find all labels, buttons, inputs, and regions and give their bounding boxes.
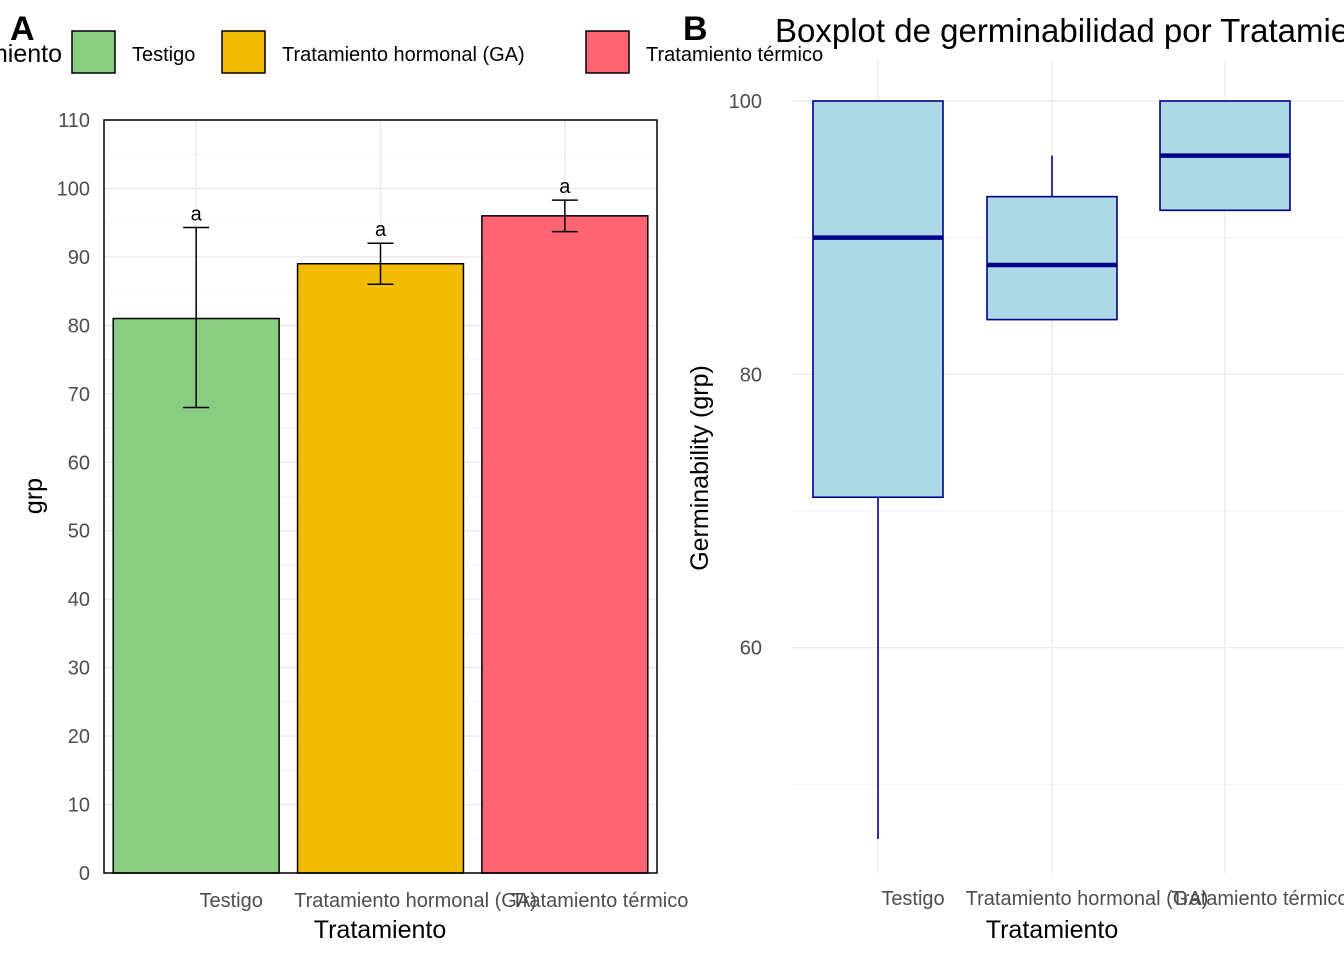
x-tick-label: Tratamiento hormonal (GA)	[966, 888, 1209, 910]
significance-label: a	[559, 176, 571, 198]
boxplot-x-ticks: Testigo Tratamiento hormonal (GA)Tratamie…	[881, 888, 1344, 910]
y-tick-label: 20	[68, 726, 90, 748]
legend-key-2	[221, 30, 266, 74]
panel-tag-b: B	[683, 10, 708, 48]
legend: Tratamiento Testigo Tratamiento hormonal …	[0, 30, 823, 74]
y-tick-label: 110	[58, 110, 90, 132]
legend-label-3: Tratamiento térmico	[646, 44, 823, 66]
x-tick-label: Testigo	[199, 890, 262, 912]
y-tick-label: 100	[57, 178, 90, 200]
bar-chart-error-bars	[183, 199, 578, 409]
boxplot-y-ticks: 60 80 100	[729, 91, 762, 660]
significance-label: a	[191, 203, 203, 225]
legend-title: Tratamiento	[0, 40, 62, 68]
legend-label-1: Testigo	[132, 44, 195, 66]
boxplot-title: Boxplot de germinabilidad por Tratamient…	[775, 12, 1344, 49]
y-tick-label: 0	[79, 863, 90, 885]
x-tick-label: Tratamiento hormonal (GA)	[294, 890, 537, 912]
x-tick-label: Tratamiento térmico	[511, 890, 688, 912]
bar-3	[481, 215, 649, 874]
y-tick-label: 80	[68, 315, 90, 337]
bar-chart-significance-labels: a a a	[191, 176, 572, 241]
bar-chart-x-title: Tratamiento	[314, 916, 446, 944]
boxplot-y-title: Germinability (grp)	[686, 365, 714, 571]
y-tick-label: 80	[740, 364, 762, 386]
x-tick-label: Tratamiento térmico	[1171, 888, 1344, 910]
boxplot-x-title: Tratamiento	[986, 916, 1118, 944]
bar-chart-x-ticks: Testigo Tratamiento hormonal (GA)Tratamie…	[199, 890, 688, 912]
y-tick-label: 40	[68, 589, 90, 611]
y-tick-label: 10	[68, 795, 90, 817]
bar-chart-frame	[103, 119, 658, 874]
bar-chart-y-ticks: 0 10 20 30 40 50 60 70 80 90 100 110	[57, 110, 90, 885]
y-tick-label: 60	[740, 638, 762, 660]
significance-label: a	[375, 219, 387, 241]
y-tick-label: 100	[729, 91, 762, 113]
y-tick-label: 60	[68, 452, 90, 474]
bar-2	[296, 263, 465, 874]
x-tick-label: Testigo	[881, 888, 944, 910]
legend-key-3	[585, 30, 630, 74]
boxplot-boxes	[812, 100, 1291, 839]
legend-key-1	[71, 30, 116, 74]
y-tick-label: 50	[68, 521, 90, 543]
bar-chart-y-title: grp	[20, 478, 48, 514]
y-tick-label: 90	[68, 247, 90, 269]
box-1	[812, 100, 944, 499]
legend-label-2: Tratamiento hormonal (GA)	[282, 44, 525, 66]
bar-chart-bars	[112, 215, 649, 874]
y-tick-label: 70	[68, 384, 90, 406]
boxplot-panel: B Boxplot de germinabilidad por Tratamie…	[683, 10, 1344, 944]
box-2	[986, 195, 1118, 321]
y-tick-label: 30	[68, 658, 90, 680]
bar-1	[112, 317, 280, 874]
panel-tag-a: A	[10, 10, 35, 48]
